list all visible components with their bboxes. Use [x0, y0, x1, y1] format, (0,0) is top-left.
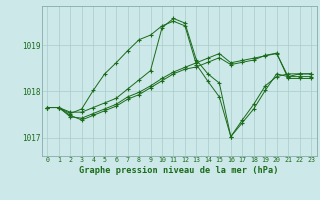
X-axis label: Graphe pression niveau de la mer (hPa): Graphe pression niveau de la mer (hPa) — [79, 166, 279, 175]
